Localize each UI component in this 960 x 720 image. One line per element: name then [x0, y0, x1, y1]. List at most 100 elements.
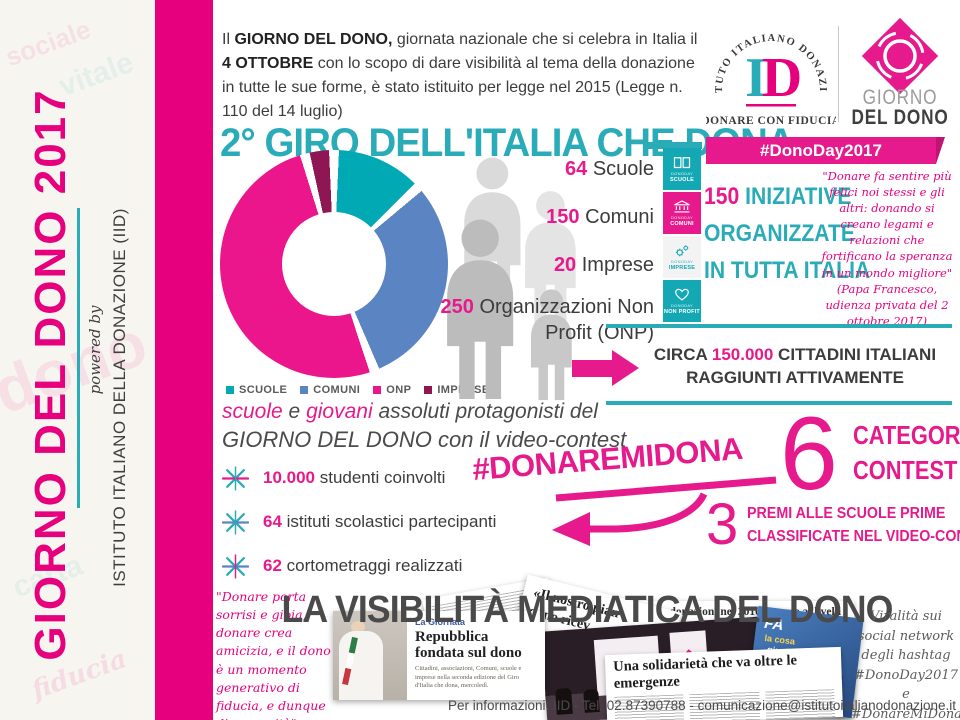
intro-bold-date: 4 OTTOBRE: [222, 55, 314, 72]
badge-brand: DONODAY: [670, 258, 694, 264]
iniziative-line3: IN TUTTA ITALIA: [704, 257, 871, 285]
arrow-right-icon: [572, 360, 612, 377]
stat-comuni: 150 Comuni: [432, 206, 654, 229]
clipping-kicker: La Giornata: [415, 617, 466, 627]
asterisk-icon: [222, 553, 249, 579]
reach-line1: CIRCA 150.000 CITTADINI ITALIANI: [636, 344, 954, 367]
categories-count: 6: [780, 396, 838, 512]
gdd-logo-bottom: DEL DONO: [851, 107, 948, 128]
mattarella-quote: "Donare porta sorrisi e gioia, donare cr…: [216, 588, 338, 720]
clipping-headline: Una solidarietà che va oltre le emergenz…: [612, 652, 798, 692]
donoday-banner: #DonoDay2017: [706, 137, 945, 164]
legend-swatch: [373, 386, 382, 394]
badge-comuni: DONODAY COMUNI: [663, 192, 701, 234]
stat-label: Organizzazioni Non Profit (ONP): [473, 296, 654, 344]
stat-value: 64: [565, 158, 588, 180]
pope-quote: "Donare fa sentire più felici noi stessi…: [818, 168, 956, 329]
badge-name: IMPRESE: [668, 264, 696, 271]
badge-brand: DONODAY: [670, 214, 694, 220]
list-item: 62 cortometraggi realizzati: [222, 544, 496, 588]
iniziative-line1: 150 INIZIATIVE: [704, 178, 851, 215]
badge-scuole: DONODAY SCUOLE: [663, 148, 701, 190]
stat-label: Comuni: [579, 206, 654, 228]
legend-item: SCUOLE: [226, 384, 287, 396]
reach-line2: RAGGIUNTI ATTIVAMENTE: [686, 367, 904, 387]
intro-text: giornata nazionale che si celebra in Ita…: [392, 31, 698, 48]
contest-bullet-list: 10.000 studenti coinvolti 64 istituti sc…: [222, 456, 496, 588]
bullet-text: 64 istituti scolastici partecipanti: [263, 512, 496, 532]
clipping-body: Cittadini, associazioni, Comuni, scuole …: [415, 665, 522, 689]
heart-icon: [675, 288, 689, 301]
badge-imprese: DONODAY IMPRESE: [663, 236, 701, 278]
iniziative-block: 150 INIZIATIVE ORGANIZZATE IN TUTTA ITAL…: [704, 178, 871, 290]
bank-icon: [674, 199, 690, 212]
legend-swatch: [300, 386, 309, 394]
diamond-icon: [861, 17, 939, 95]
section-divider: [606, 401, 952, 405]
badge-brand: DONODAY: [670, 302, 694, 308]
clipping-headline: Repubblica fondata sul dono: [415, 629, 522, 662]
reach-text: CIRCA: [653, 345, 712, 364]
vc-highlight: scuole: [222, 400, 283, 423]
stat-scuole: 64 Scuole: [432, 158, 654, 181]
badge-non-profit: DONODAY NON PROFIT: [663, 280, 701, 322]
stat-onp: 250 Organizzazioni Non Profit (ONP): [432, 294, 654, 346]
stat-value: 20: [553, 254, 577, 276]
prizes-count: 3: [706, 492, 739, 557]
categories-label-1: CATEGORIE: [853, 420, 960, 450]
vc-highlight: giovani: [306, 400, 373, 423]
reach-number: 150.000: [711, 345, 774, 364]
vc-text: assoluti protagonisti del: [372, 400, 598, 423]
giorno-del-dono-logo: GIORNO DEL DONO: [851, 17, 948, 128]
legend-swatch: [226, 386, 234, 394]
organization-name-vertical: ISTITUTO ITALIANO DELLA DONAZIONE (IID): [110, 208, 129, 587]
iniziative-text: INIZIATIVE: [739, 183, 852, 210]
donoday-banner-label: #DonoDay2017: [760, 140, 882, 160]
asterisk-icon: [222, 465, 249, 491]
media-section-title: LA VISIBILITÀ MEDIATICA DEL DONO: [281, 588, 894, 631]
iid-tagline: DONARE CON FIDUCIA: [706, 115, 836, 127]
asterisk-icon: [222, 509, 249, 535]
legend-label: ONP: [386, 384, 412, 396]
vc-line1: scuole e giovani assoluti protagonisti d…: [222, 399, 626, 426]
quote-text: "Donare porta sorrisi e gioia, donare cr…: [216, 589, 331, 720]
stat-label: Scuole: [587, 158, 654, 180]
bullet-number: 64: [263, 512, 282, 531]
donut-chart: [220, 150, 448, 378]
iid-monogram-d: D: [762, 47, 802, 109]
bullet-number: 62: [263, 556, 282, 575]
intro-text: con lo scopo di dare visibilità al tema …: [222, 55, 695, 120]
reach-text: CITTADINI ITALIANI: [773, 345, 937, 364]
left-sidebar: sociale vitale dono carta fiducia GIORNO…: [0, 0, 213, 720]
book-icon: [673, 156, 691, 168]
stat-value: 150: [546, 206, 580, 228]
vc-line2: GIORNO DEL DONO con il video-contest: [222, 426, 627, 452]
gdd-logo-top: GIORNO: [863, 87, 938, 110]
iid-logo: ISTITUTO ITALIANO DONAZIONE I D DONARE C…: [706, 8, 836, 127]
quote-text: "Donare fa sentire più felici noi stessi…: [821, 169, 953, 280]
badge-brand: DONODAY: [670, 170, 694, 176]
legend-label: SCUOLE: [239, 384, 288, 396]
prizes-line-2: CLASSIFICATE NEL VIDEO-CONTEST: [747, 528, 960, 545]
bullet-label: istituti scolastici partecipanti: [281, 512, 497, 531]
bullet-text: 62 cortometraggi realizzati: [263, 556, 462, 576]
bullet-label: studenti coinvolti: [315, 468, 446, 487]
stat-value: 250: [440, 296, 474, 318]
video-contest-heading: scuole e giovani assoluti protagonisti d…: [222, 399, 626, 454]
gears-icon: [675, 244, 689, 256]
arrow-right-icon: [612, 350, 639, 386]
pope-photo-head: [351, 621, 365, 633]
curved-arrow-icon: [552, 476, 777, 546]
title-underline: [646, 142, 702, 149]
intro-paragraph: Il GIORNO DEL DONO, giornata nazionale c…: [222, 28, 708, 124]
bullet-number: 10.000: [263, 468, 315, 487]
list-item: 64 istituti scolastici partecipanti: [222, 500, 496, 544]
social-virality-note: Viralità sui social network degli hashta…: [851, 609, 960, 720]
list-item: 10.000 studenti coinvolti: [222, 456, 496, 500]
reach-statement: CIRCA 150.000 CITTADINI ITALIANI RAGGIUN…: [636, 344, 954, 390]
stat-imprese: 20 Imprese: [432, 254, 654, 277]
legend-swatch: [424, 386, 433, 394]
vc-text: e: [282, 400, 307, 423]
iniziative-number: 150: [704, 183, 740, 210]
